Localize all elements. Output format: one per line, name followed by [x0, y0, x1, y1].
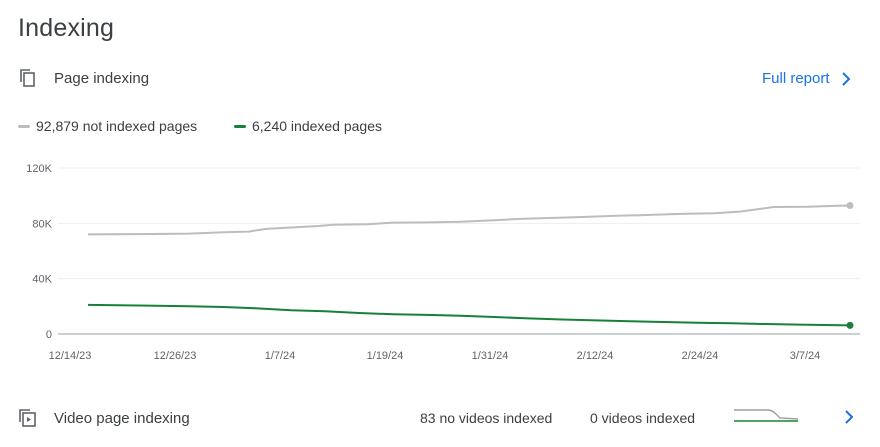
x-tick-label: 3/7/24	[790, 350, 821, 362]
x-tick-label: 1/19/24	[367, 350, 404, 362]
legend-label-not-indexed: 92,879 not indexed pages	[36, 118, 198, 134]
legend-swatch-indexed	[234, 124, 246, 128]
series-endpoint-not-indexed[interactable]	[846, 202, 854, 210]
legend-swatch-not-indexed	[18, 124, 30, 128]
series-line-indexed[interactable]	[87, 303, 851, 327]
x-tick-label: 12/14/23	[49, 350, 92, 362]
x-tick-label: 1/7/24	[265, 350, 296, 362]
page-title: Indexing	[18, 14, 115, 42]
indexing-chart: 0 40K 80K 120K 12/14/23 12/26/23 1/7/24 1/19/2…	[26, 163, 860, 362]
legend-indexed[interactable]: 6,240 indexed pages	[234, 118, 382, 134]
video-sparkline-icon	[734, 409, 799, 422]
y-tick-label: 80K	[32, 218, 52, 230]
legend-label-indexed: 6,240 indexed pages	[252, 118, 382, 134]
series-endpoint-indexed[interactable]	[846, 321, 854, 329]
pages-icon	[20, 69, 35, 87]
video-indexing-label: Video page indexing	[54, 410, 190, 427]
full-report-label: Full report	[762, 70, 830, 87]
video-indexing-chevron-icon[interactable]	[843, 410, 855, 424]
y-axis-ticks: 0 40K 80K 120K	[26, 163, 52, 341]
x-tick-label: 2/12/24	[577, 350, 614, 362]
y-tick-label: 40K	[32, 274, 52, 286]
x-axis-ticks: 12/14/23 12/26/23 1/7/24 1/19/24 1/31/24 2/12…	[49, 350, 821, 362]
full-report-link[interactable]: Full report	[762, 70, 852, 87]
series-line-not-indexed[interactable]	[87, 204, 851, 236]
video-page-icon	[19, 409, 36, 427]
no-videos-indexed-count: 83 no videos indexed	[420, 410, 553, 426]
y-tick-label: 120K	[26, 163, 52, 175]
chart-grid	[58, 167, 860, 335]
page-indexing-label: Page indexing	[54, 70, 150, 87]
legend-not-indexed[interactable]: 92,879 not indexed pages	[18, 118, 197, 134]
x-tick-label: 1/31/24	[472, 350, 509, 362]
chevron-right-icon	[841, 71, 850, 86]
chart-series	[87, 202, 854, 329]
videos-indexed-count: 0 videos indexed	[590, 410, 696, 426]
y-tick-label: 0	[46, 329, 52, 341]
x-tick-label: 2/24/24	[682, 350, 719, 362]
x-tick-label: 12/26/23	[154, 350, 197, 362]
